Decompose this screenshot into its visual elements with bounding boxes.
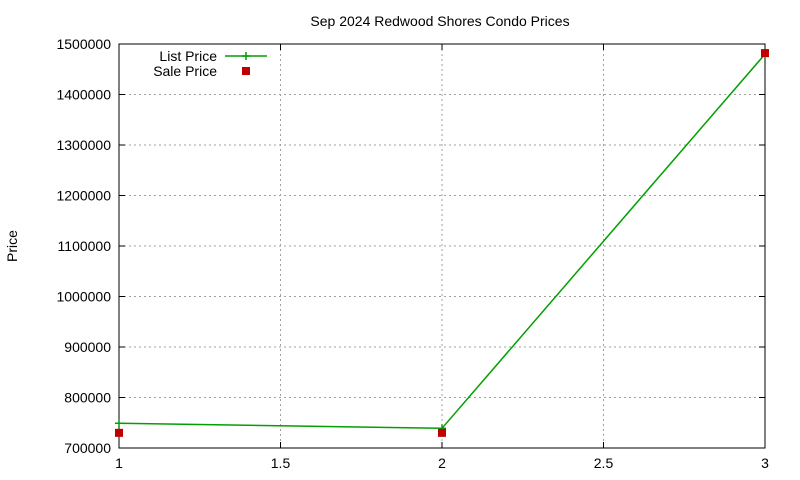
- axis-ticks: 700000 800000 900000 1000000 1100000 1200000 1…: [56, 36, 769, 471]
- y-tick-label: 1400000: [56, 87, 111, 103]
- x-tick-label: 2: [438, 455, 446, 471]
- sale-price-point: [115, 428, 123, 437]
- x-tick-label: 2.5: [594, 455, 614, 471]
- y-tick-label: 700000: [64, 440, 111, 456]
- grid: [119, 44, 765, 448]
- legend-point-sample: [242, 52, 250, 60]
- y-tick-label: 900000: [64, 339, 111, 355]
- legend-label: Sale Price: [153, 63, 217, 79]
- y-axis-label: Price: [4, 230, 20, 262]
- legend-point-sample: [242, 67, 250, 75]
- y-tick-label: 800000: [64, 390, 111, 406]
- x-tick-label: 1: [115, 455, 123, 471]
- y-tick-label: 1500000: [56, 36, 111, 52]
- legend-label: List Price: [159, 48, 217, 64]
- sale-price-point: [438, 428, 446, 437]
- y-tick-label: 1200000: [56, 188, 111, 204]
- y-tick-label: 1000000: [56, 289, 111, 305]
- x-tick-label: 1.5: [271, 455, 291, 471]
- y-tick-label: 1300000: [56, 137, 111, 153]
- series-layer: [115, 49, 769, 437]
- list-price-point: [115, 419, 123, 428]
- chart-title: Sep 2024 Redwood Shores Condo Prices: [310, 13, 569, 29]
- x-tick-label: 3: [761, 455, 769, 471]
- sale-price-point: [761, 49, 769, 58]
- y-tick-label: 1100000: [58, 238, 112, 254]
